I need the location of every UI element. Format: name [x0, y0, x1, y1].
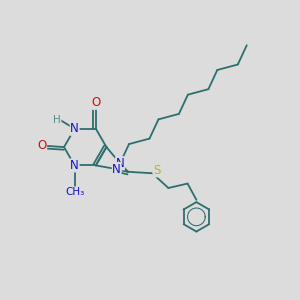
Text: CH₃: CH₃ — [65, 187, 84, 197]
Text: S: S — [153, 164, 160, 177]
Text: N: N — [116, 157, 124, 170]
Text: O: O — [37, 139, 46, 152]
Text: N: N — [70, 159, 79, 172]
Text: N: N — [70, 122, 79, 135]
Text: H: H — [53, 115, 61, 125]
Text: O: O — [91, 96, 101, 109]
Text: N: N — [112, 163, 121, 176]
